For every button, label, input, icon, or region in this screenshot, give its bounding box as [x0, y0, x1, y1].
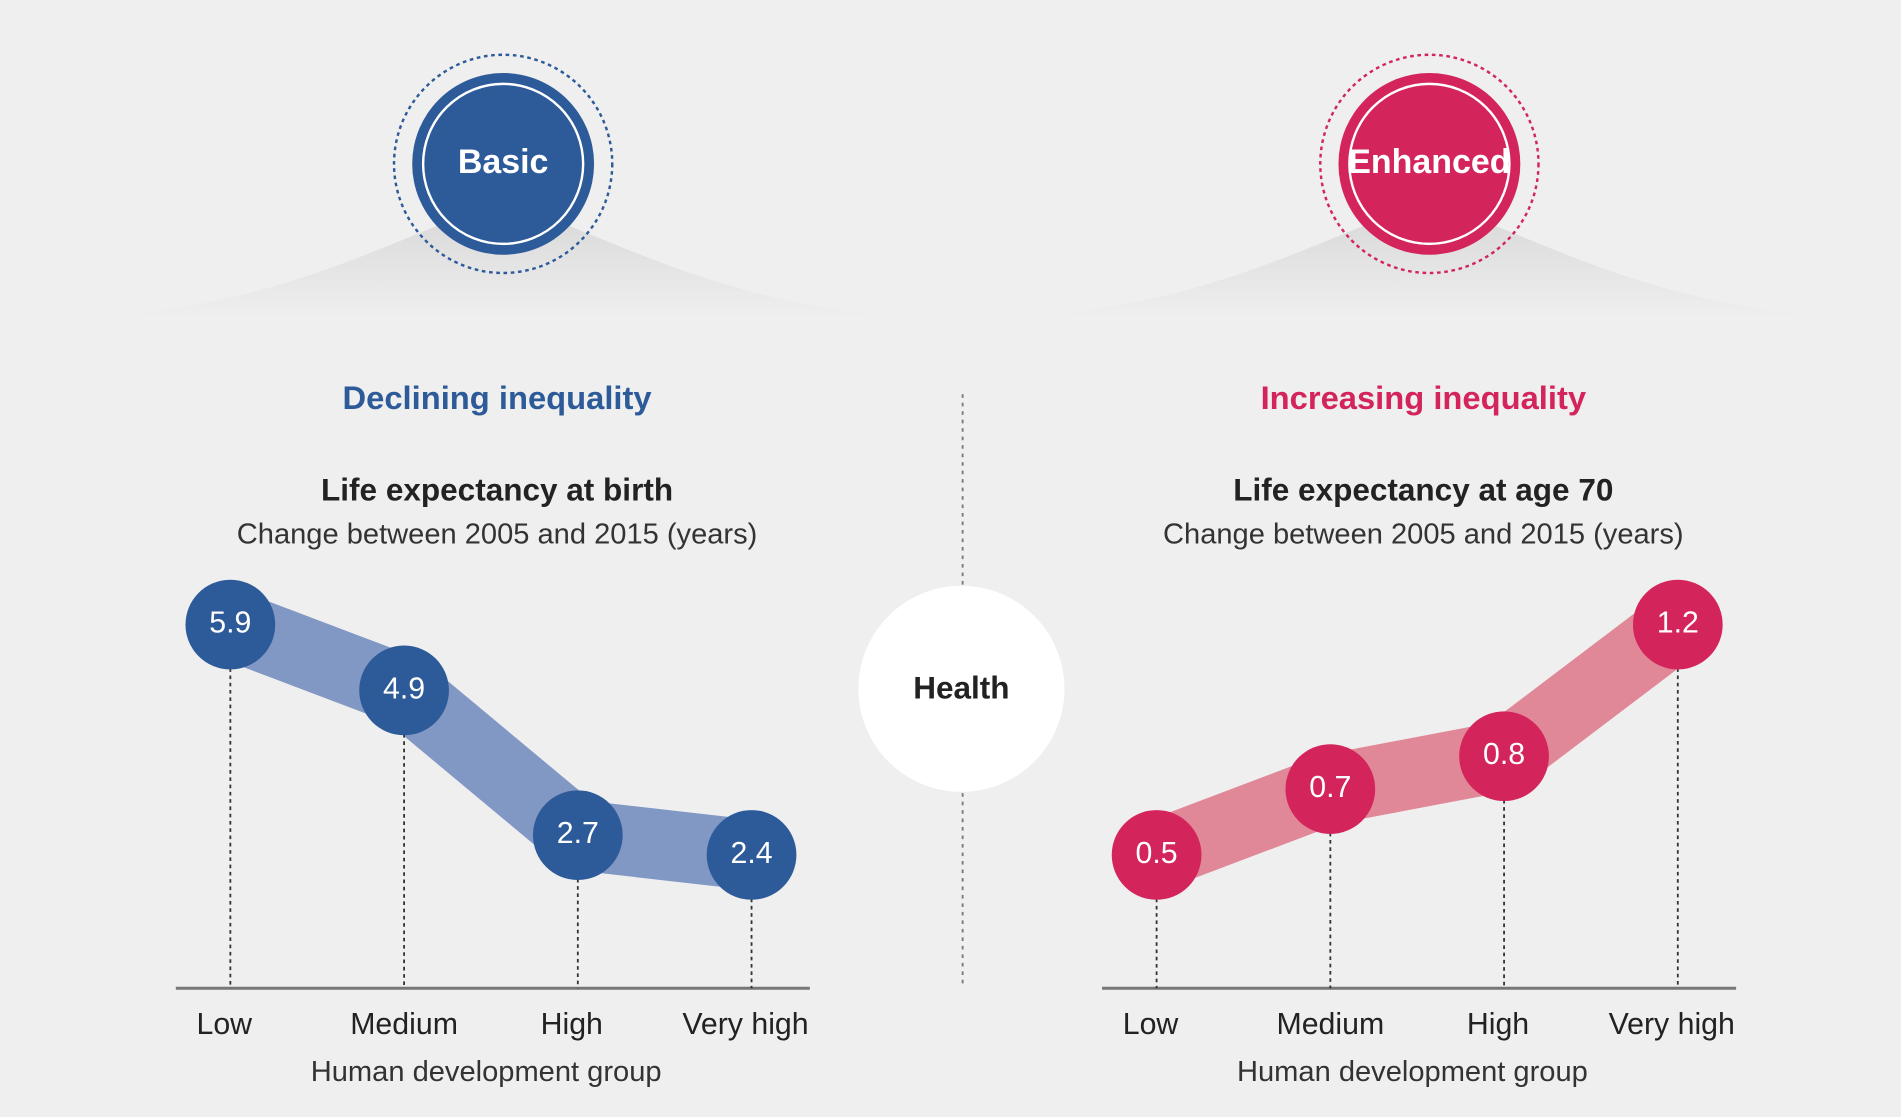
- badge-label: Enhanced: [1348, 143, 1510, 181]
- value-label: 4.9: [383, 672, 425, 705]
- x-axis-label: Human development group: [1237, 1056, 1588, 1088]
- badge-label: Basic: [458, 143, 549, 181]
- center-circle: [858, 585, 1065, 792]
- badge: [412, 72, 595, 255]
- x-tick-label: Medium: [350, 1008, 458, 1041]
- chart-title: Life expectancy at birth: [321, 472, 673, 508]
- value-label: 0.8: [1483, 738, 1525, 771]
- heading: Declining inequality: [343, 379, 653, 416]
- trend-band: [217, 591, 756, 890]
- badge-hill: [1017, 200, 1842, 318]
- x-tick-label: Very high: [682, 1008, 808, 1041]
- marker: [1459, 711, 1549, 802]
- value-label: 0.5: [1136, 837, 1178, 870]
- x-tick-label: Medium: [1276, 1008, 1384, 1041]
- badge-inner-ring: [1348, 82, 1511, 246]
- x-tick-label: Low: [196, 1008, 252, 1041]
- x-tick-label: High: [541, 1008, 603, 1041]
- chart-subtitle: Change between 2005 and 2015 (years): [1163, 519, 1684, 551]
- heading: Increasing inequality: [1261, 379, 1587, 416]
- value-label: 1.2: [1657, 607, 1699, 640]
- trend-band: [1144, 596, 1700, 888]
- value-label: 2.4: [730, 837, 772, 870]
- badge-inner-ring: [421, 82, 585, 246]
- value-label: 5.9: [209, 607, 251, 640]
- chart-subtitle: Change between 2005 and 2015 (years): [237, 519, 758, 551]
- marker: [185, 579, 276, 670]
- marker: [532, 790, 623, 881]
- value-label: 2.7: [557, 817, 599, 850]
- badge-ring: [1319, 53, 1540, 275]
- center-label: Health: [913, 669, 1009, 705]
- x-axis-label: Human development group: [311, 1056, 662, 1088]
- x-tick-label: Very high: [1609, 1008, 1735, 1041]
- value-label: 0.7: [1309, 771, 1351, 804]
- marker: [706, 810, 797, 900]
- badge: [1338, 72, 1521, 255]
- marker: [1111, 810, 1202, 900]
- marker: [359, 645, 449, 736]
- x-tick-label: Low: [1123, 1008, 1179, 1041]
- marker: [1285, 744, 1376, 834]
- x-tick-label: High: [1467, 1008, 1529, 1041]
- chart-title: Life expectancy at age 70: [1233, 472, 1613, 508]
- badge-hill: [90, 200, 916, 318]
- marker: [1632, 579, 1723, 670]
- badge-ring: [392, 53, 614, 275]
